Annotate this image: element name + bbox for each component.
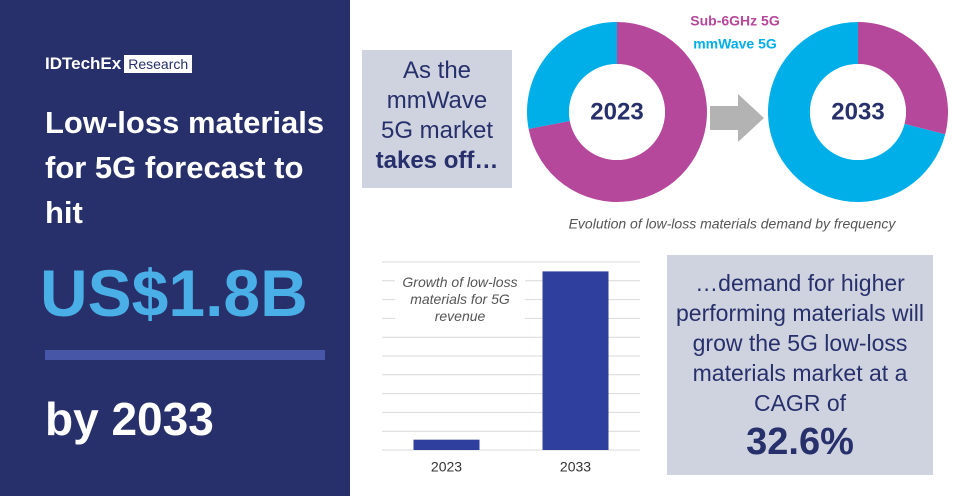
caption: Evolution of low-loss materials demand b… <box>569 216 897 232</box>
headline-figure: US$1.8B <box>40 256 308 330</box>
donut-segment <box>767 22 946 203</box>
outro-text: …demand for higher performing materials … <box>676 270 924 416</box>
intro-text: As the mmWave 5G market <box>380 57 494 144</box>
logo-unit: Research <box>124 55 193 73</box>
legend-entry: Sub-6GHz 5G <box>690 13 780 29</box>
left-panel <box>0 0 350 496</box>
bar <box>413 439 480 450</box>
donut-label: 2023 <box>590 98 643 125</box>
x-tick-label: 2033 <box>560 459 591 475</box>
logo: IDTechEx Research <box>45 54 193 74</box>
donut-segment <box>527 22 617 129</box>
divider <box>45 350 325 360</box>
outro-figure: 32.6% <box>746 421 854 463</box>
donut-segment <box>528 21 708 202</box>
logo-brand: IDTechEx <box>45 54 122 73</box>
intro-emphasis: takes off… <box>375 147 499 174</box>
donut-hole <box>810 64 906 160</box>
intro: As the mmWave 5G market takes off… <box>362 56 512 176</box>
legend-entry: mmWave 5G <box>693 36 777 52</box>
donut-label: 2033 <box>831 98 884 125</box>
arrow <box>710 94 764 142</box>
outro-box <box>667 255 933 475</box>
annotation-bg <box>395 272 525 330</box>
bar <box>542 271 609 450</box>
headline-tail: by 2033 <box>45 393 214 445</box>
intro-box <box>362 50 512 188</box>
donut-hole <box>569 64 665 160</box>
headline-lead: Low-loss materials for 5G forecast to hi… <box>45 105 325 230</box>
bar-annotation: Growth of low-loss materials for 5G reve… <box>402 274 518 324</box>
outro: …demand for higher performing materials … <box>672 268 928 466</box>
donut-segment <box>858 22 948 135</box>
x-tick-label: 2023 <box>431 459 462 475</box>
